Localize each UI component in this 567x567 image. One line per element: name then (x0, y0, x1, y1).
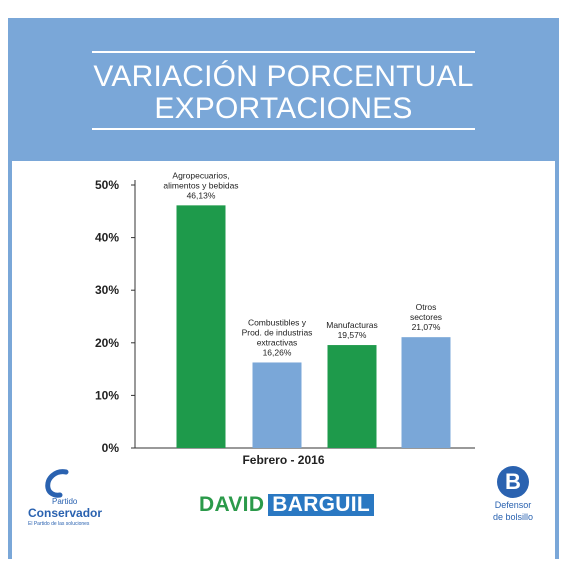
defensor-b-icon: B (497, 466, 529, 498)
data-label: 21,07% (412, 322, 441, 332)
poster-frame: VARIACIÓN PORCENTUAL EXPORTACIONES (8, 18, 559, 559)
bar (176, 205, 226, 448)
title-line-1: VARIACIÓN PORCENTUAL (93, 60, 474, 93)
logo-text-defensor: Defensor (494, 500, 532, 510)
title-line-2: EXPORTACIONES (154, 92, 413, 125)
page-title: VARIACIÓN PORCENTUAL EXPORTACIONES (12, 61, 555, 125)
partido-conservador-logo: Partido Conservador El Partido de las so… (22, 468, 108, 540)
category-label: Combustibles y (248, 317, 307, 327)
bar (401, 337, 451, 448)
conservador-c-icon (45, 469, 69, 498)
category-label: Agropecuarios, (172, 170, 229, 180)
category-label: Otros (416, 302, 437, 312)
bar (252, 362, 302, 448)
bar (327, 345, 377, 448)
y-tick-label: 10% (95, 388, 119, 402)
logo-text-bolsillo: de bolsillo (492, 512, 534, 522)
y-tick-label: 40% (95, 231, 119, 245)
category-label: Prod. de industrias (242, 327, 313, 337)
defensor-de-bolsillo-logo: B Defensor de bolsillo (486, 466, 540, 546)
category-label: sectores (410, 312, 442, 322)
y-tick-label: 0% (102, 441, 120, 455)
data-label: 19,57% (338, 330, 367, 340)
y-tick-label: 30% (95, 283, 119, 297)
data-label: 46,13% (187, 190, 216, 200)
logo-text-tagline: El Partido de las soluciones (28, 521, 90, 527)
logo-text-barguil: BARGUIL (268, 494, 375, 516)
category-label: alimentos y bebidas (163, 180, 238, 190)
data-label: 16,26% (263, 347, 292, 357)
x-axis-label: Febrero - 2016 (242, 453, 325, 467)
banner-rule-bottom (92, 128, 475, 130)
logo-text-partido: Partido (52, 497, 78, 506)
banner-rule-top (92, 51, 475, 53)
y-tick-label: 20% (95, 336, 119, 350)
category-label: Manufacturas (326, 320, 378, 330)
logo-text-david: DAVID (199, 493, 265, 516)
title-banner: VARIACIÓN PORCENTUAL EXPORTACIONES (12, 18, 555, 161)
david-barguil-logo: DAVID BARGUIL (199, 492, 375, 518)
category-label: extractivas (257, 337, 298, 347)
logo-text-conservador: Conservador (28, 506, 103, 520)
y-tick-label: 50% (95, 178, 119, 192)
